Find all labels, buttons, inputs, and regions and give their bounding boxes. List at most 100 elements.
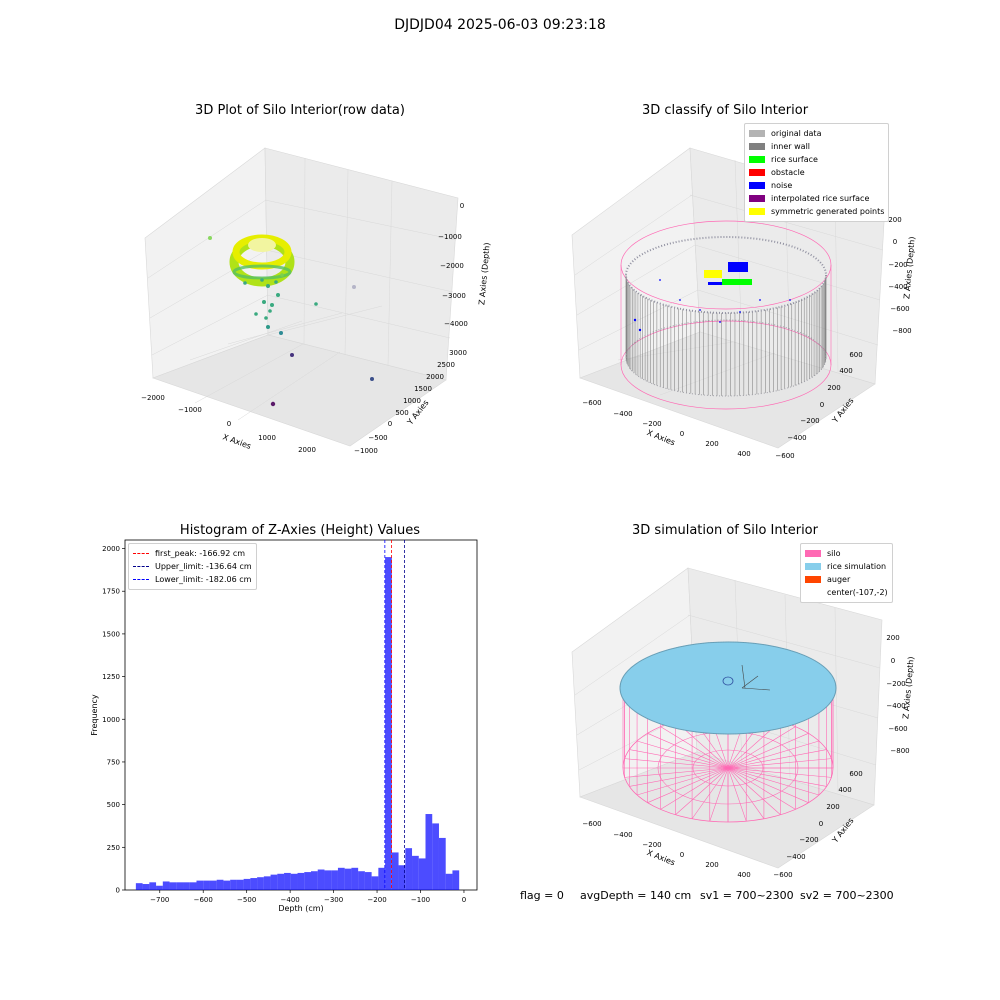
histogram-bar [176,882,184,890]
histogram-y-tick-label: 1500 [102,630,120,638]
svg-text:−200: −200 [888,261,907,269]
svg-text:400: 400 [737,871,750,879]
classify-legend: original data inner wall rice surface obsta… [744,123,890,222]
raw-3d-plot: −2000 −1000 0 1000 2000 0 −1000 −2000 −3000 −4… [141,147,492,455]
svg-text:−400: −400 [613,831,632,839]
histogram-bar [284,872,291,890]
svg-text:400: 400 [737,450,750,458]
histogram-x-tick-label: −700 [150,896,169,904]
histogram-y-tick-label: 1250 [102,673,120,681]
legend-label: silo [827,549,841,558]
histogram-bar [223,880,231,890]
histogram-bar [250,878,258,890]
classify-plot-title: 3D classify of Silo Interior [641,103,809,118]
svg-text:200: 200 [705,861,718,869]
avg-depth-text: avgDepth = 140 cm [580,889,692,902]
histogram-bar [337,867,345,890]
legend-label: Upper_limit: -136.64 cm [155,562,252,571]
histogram-bar [452,870,460,890]
sv1-text: sv1 = 700~2300 [700,889,794,902]
svg-text:0: 0 [680,851,684,859]
svg-text:−600: −600 [775,452,794,460]
svg-text:−400: −400 [787,434,806,442]
svg-text:−200: −200 [642,841,661,849]
raw-x-label: X Axies [221,432,252,451]
histogram-bars [135,557,460,890]
legend-swatch [805,563,821,570]
histogram-bar [162,881,170,890]
legend-swatch [749,208,765,215]
histogram-bar [418,858,426,890]
legend-entry: noise [749,179,884,192]
simulation-x-label: X Axies [646,848,677,867]
histogram-bar [149,882,157,890]
histogram-x-tick-label: −400 [281,896,300,904]
svg-text:600: 600 [849,351,862,359]
histogram-y-label: Frequency [90,694,99,736]
histogram-y-tick-label: 750 [107,758,120,766]
svg-text:−4000: −4000 [444,320,468,328]
histogram-bar [135,883,143,890]
legend-entry: center(-107,-2) [805,586,888,599]
svg-text:−200: −200 [886,680,905,688]
legend-swatch [133,566,149,567]
svg-text:500: 500 [395,409,408,417]
svg-text:−600: −600 [890,305,909,313]
histogram-bar [270,874,278,890]
svg-text:0: 0 [388,420,392,428]
histogram-bar [243,878,251,890]
histogram-bar [310,871,318,890]
svg-text:0: 0 [819,820,823,828]
svg-text:−500: −500 [368,434,387,442]
svg-text:−800: −800 [892,327,911,335]
histogram-bar [169,882,177,890]
histogram-bar [398,865,406,890]
histogram-bar [358,871,365,890]
legend-label: noise [771,181,793,190]
histogram-x-ticks: −700 −600 −500 −400 −300 −200 −100 0 [150,890,466,904]
svg-text:2000: 2000 [426,373,444,381]
legend-entry: obstacle [749,166,884,179]
simulation-legend: silo rice simulation auger center(-107,-2) [800,543,893,603]
histogram-bar [189,882,197,890]
histogram-bar [445,873,453,890]
histogram-bar [351,867,359,890]
histogram-bar [156,885,163,890]
svg-text:−400: −400 [613,410,632,418]
legend-entry: symmetric generated points [749,205,884,218]
legend-label: auger [827,575,851,584]
svg-text:0: 0 [891,657,895,665]
histogram-x-label: Depth (cm) [278,904,323,913]
svg-text:−2000: −2000 [440,262,464,270]
legend-label: center(-107,-2) [827,588,888,597]
histogram-y-ticks: 0 250 500 750 1000 1250 1500 1750 2000 [102,545,125,895]
histogram-y-tick-label: 0 [116,887,120,895]
histogram-bar [385,557,392,890]
svg-text:−600: −600 [582,399,601,407]
svg-text:1000: 1000 [403,397,421,405]
svg-text:2000: 2000 [298,446,316,454]
histogram-bar [344,868,352,890]
legend-entry: first_peak: -166.92 cm [133,547,252,560]
histogram-bar [203,880,210,890]
legend-label: symmetric generated points [771,207,885,216]
legend-swatch [749,130,765,137]
svg-text:0: 0 [893,238,897,246]
legend-label: rice simulation [827,562,887,571]
svg-text:0: 0 [680,430,684,438]
histogram-bar [425,814,433,890]
legend-entry: auger [805,573,888,586]
legend-label: interpolated rice surface [771,194,870,203]
legend-label: original data [771,129,822,138]
svg-text:200: 200 [888,216,901,224]
legend-swatch [749,156,765,163]
svg-text:−3000: −3000 [442,292,466,300]
histogram-bar [297,872,305,890]
svg-text:200: 200 [826,803,839,811]
legend-entry: interpolated rice surface [749,192,884,205]
histogram-bar [304,872,311,890]
svg-text:−800: −800 [890,747,909,755]
legend-entry: original data [749,127,884,140]
